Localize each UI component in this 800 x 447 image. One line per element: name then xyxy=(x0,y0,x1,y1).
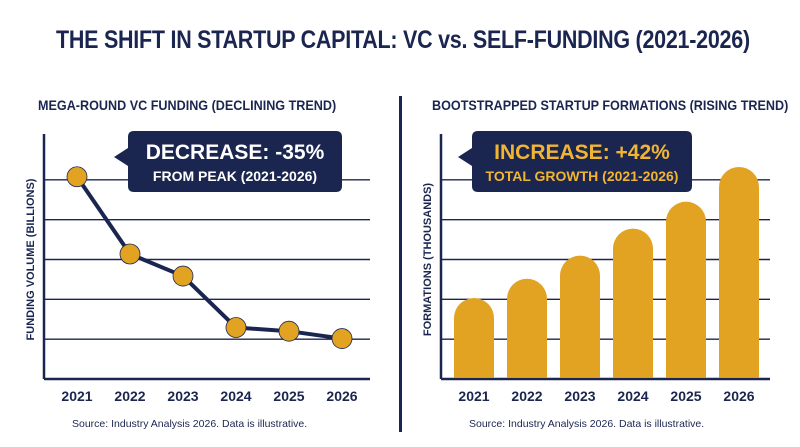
callout-headline: INCREASE: +42% xyxy=(494,141,670,164)
x-tick-label: 2024 xyxy=(220,388,251,404)
x-tick-label: 2023 xyxy=(564,388,595,404)
callout-box xyxy=(458,131,692,192)
panel-divider xyxy=(399,96,402,432)
x-tick-label: 2024 xyxy=(617,388,648,404)
bar xyxy=(454,298,494,378)
x-tick-label: 2023 xyxy=(167,388,198,404)
data-point xyxy=(119,243,141,265)
callout-box xyxy=(114,131,342,192)
x-tick-label: 2022 xyxy=(511,388,542,404)
x-tick-label: 2026 xyxy=(326,388,357,404)
bar xyxy=(507,278,547,378)
callout-headline: DECREASE: -35% xyxy=(146,141,325,164)
x-tick-label: 2022 xyxy=(114,388,145,404)
data-point xyxy=(225,317,247,338)
data-point xyxy=(66,166,88,188)
bar xyxy=(719,166,759,378)
data-point xyxy=(172,265,194,287)
bar xyxy=(560,255,600,378)
x-tick-label: 2025 xyxy=(670,388,701,404)
bar xyxy=(666,201,706,378)
y-axis-label: FUNDING VOLUME (BILLIONS) xyxy=(25,178,37,340)
y-axis-label: FORMATIONS (THOUSANDS) xyxy=(422,183,434,337)
right-panel-title: BOOTSTRAPPED STARTUP FORMATIONS (RISING … xyxy=(432,97,789,113)
main-title: THE SHIFT IN STARTUP CAPITAL: VC vs. SEL… xyxy=(56,26,750,54)
x-tick-label: 2025 xyxy=(273,388,304,404)
vc-funding-line-chart: FUNDING VOLUME (BILLIONS) 2021 2022 2023 202… xyxy=(25,131,370,404)
callout-subline: FROM PEAK (2021-2026) xyxy=(153,168,317,184)
left-panel-title: MEGA-ROUND VC FUNDING (DECLINING TREND) xyxy=(38,97,337,113)
data-point xyxy=(278,320,300,342)
bar xyxy=(613,228,653,378)
data-point xyxy=(331,328,353,349)
callout-subline: TOTAL GROWTH (2021-2026) xyxy=(486,168,679,184)
right-source-note: Source: Industry Analysis 2026. Data is … xyxy=(469,418,705,430)
x-tick-label: 2021 xyxy=(61,388,92,404)
x-tick-label: 2026 xyxy=(723,388,754,404)
left-source-note: Source: Industry Analysis 2026. Data is … xyxy=(72,418,308,430)
x-tick-label: 2021 xyxy=(458,388,489,404)
